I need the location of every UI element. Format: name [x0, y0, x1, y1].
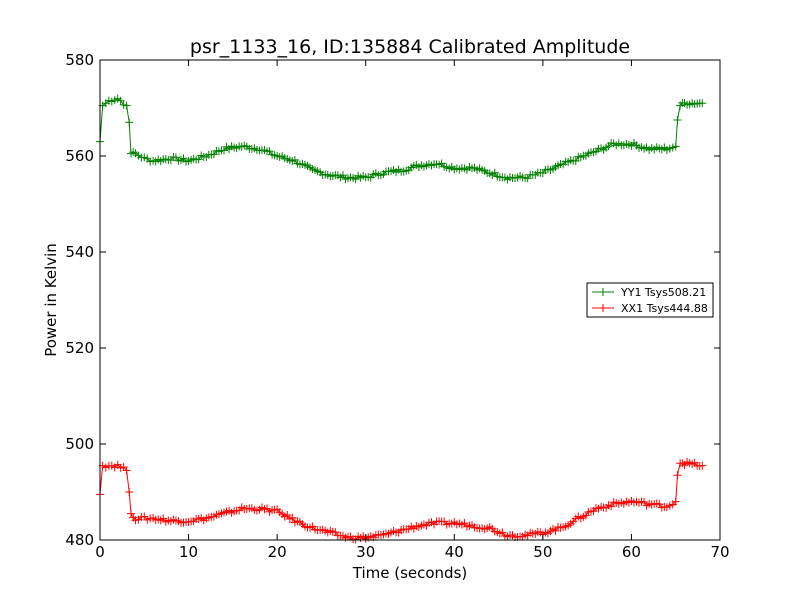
y-tick-label: 520	[65, 339, 94, 357]
legend: YY1 Tsys508.21 XX1 Tsys444.88	[586, 282, 714, 318]
series-yy1	[96, 94, 707, 184]
x-tick-label: 20	[268, 543, 287, 561]
legend-label-yy1: YY1 Tsys508.21	[620, 286, 706, 299]
x-tick-label: 0	[95, 543, 105, 561]
y-tick-label: 540	[65, 243, 94, 261]
legend-entry-yy1: YY1 Tsys508.21	[592, 286, 706, 299]
x-axis-label: Time (seconds)	[352, 564, 468, 582]
legend-marker-xx1	[599, 304, 607, 312]
x-tick-label: 40	[445, 543, 464, 561]
x-tick-label: 50	[533, 543, 552, 561]
legend-entry-xx1: XX1 Tsys444.88	[592, 302, 708, 315]
y-tick-label: 480	[65, 531, 94, 549]
chart-title: psr_1133_16, ID:135884 Calibrated Amplit…	[190, 36, 630, 58]
x-tick-label: 30	[356, 543, 375, 561]
legend-label-xx1: XX1 Tsys444.88	[621, 302, 708, 315]
x-tick-label: 70	[710, 543, 729, 561]
ticks-layer: 0 10 20 30 40 50 60 70 480 500 520 540 560 580	[65, 51, 729, 561]
y-tick-label: 560	[65, 147, 94, 165]
legend-marker-yy1	[599, 288, 607, 296]
legend-frame	[586, 282, 714, 318]
x-tick-label: 10	[179, 543, 198, 561]
y-axis-label: Power in Kelvin	[42, 243, 60, 357]
plot-frame	[99, 59, 721, 541]
y-tick-label: 500	[65, 435, 94, 453]
y-tick-label: 580	[65, 51, 94, 69]
x-tick-label: 60	[622, 543, 641, 561]
